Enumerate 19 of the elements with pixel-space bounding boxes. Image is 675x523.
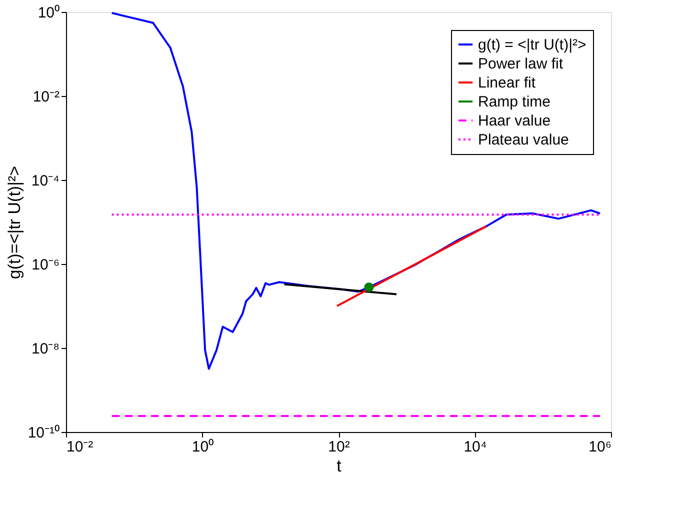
y-tick-label: 10⁻² (32, 88, 60, 106)
legend-label: Power law fit (478, 56, 564, 72)
legend-label: Ramp time (478, 94, 551, 110)
x-tick-label: 10⁴ (464, 438, 487, 456)
legend-label: Haar value (478, 112, 551, 130)
x-tick-label: 10² (328, 438, 350, 456)
y-tick-label: 10⁻⁸ (31, 340, 60, 358)
y-axis-title: g(t)=<|tr U(t)|²> (4, 166, 24, 280)
y-tick-label: 10⁻⁶ (32, 256, 60, 274)
x-axis-title: t (336, 456, 342, 476)
x-tick-label: 10⁶ (588, 438, 612, 456)
y-tick-label: 10⁻¹⁰ (28, 424, 60, 442)
legend-label: Linear fit (478, 74, 536, 92)
legend-label: g(t) = <|tr U(t)|²> (478, 36, 586, 54)
x-tick-label: 10⁰ (192, 438, 214, 456)
legend-label: Plateau value (478, 132, 569, 148)
y-tick-label: 10⁰ (38, 4, 60, 22)
y-tick-label: 10⁻⁴ (31, 172, 60, 190)
x-tick-label: 10⁻² (66, 438, 94, 456)
